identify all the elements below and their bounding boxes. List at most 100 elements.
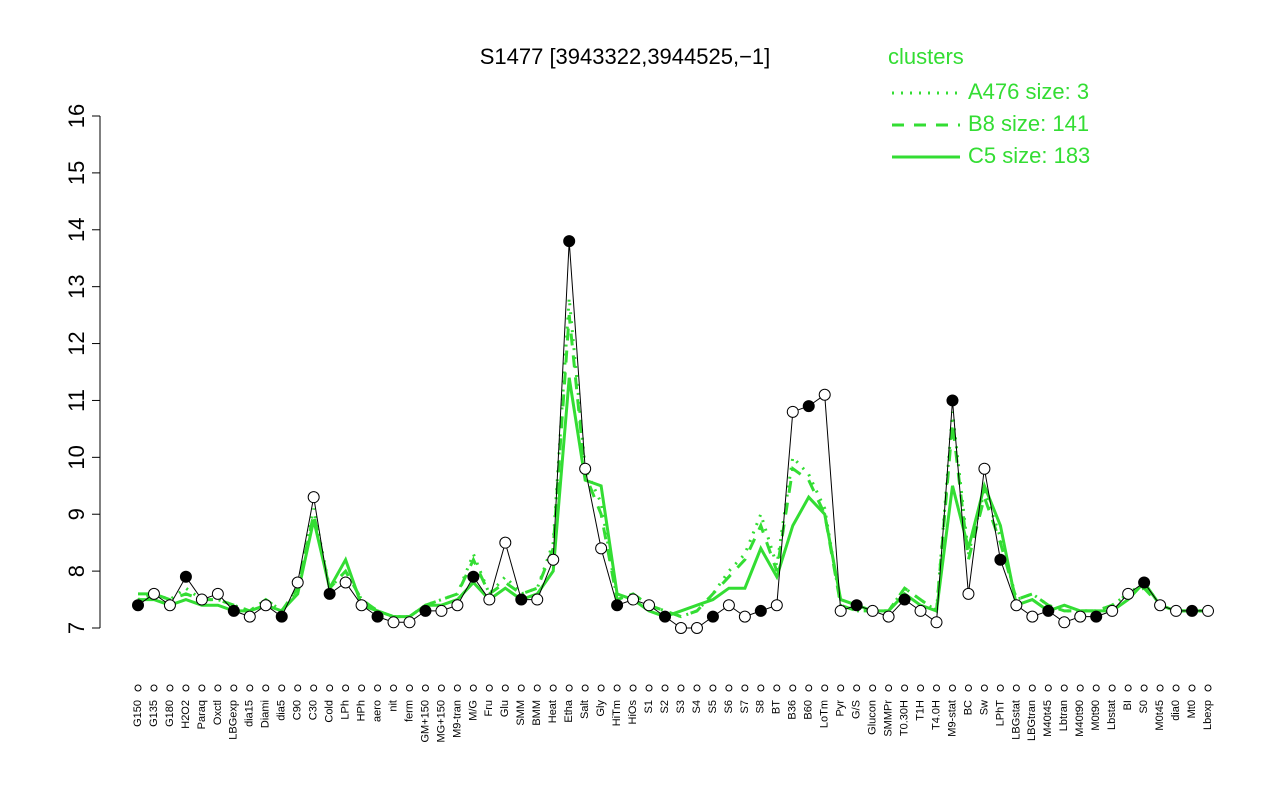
rug-mark: [485, 684, 493, 692]
data-point: [706, 610, 719, 623]
data-point: [722, 599, 735, 612]
rug-mark: [1124, 684, 1132, 692]
rug-mark: [757, 684, 765, 692]
data-point: [211, 587, 224, 600]
x-tick-label: LPhT: [994, 700, 1006, 727]
rug-mark: [933, 684, 941, 692]
x-tick-label: Pyr: [835, 700, 847, 717]
rug-mark: [198, 684, 206, 692]
x-tick-label: M0t90: [1090, 700, 1102, 731]
x-tick-label: C90: [292, 700, 304, 720]
x-tick-label: Glu: [499, 700, 511, 717]
x-tick-label: M/G: [467, 700, 479, 721]
rug-mark: [469, 684, 477, 692]
data-point: [1042, 604, 1055, 617]
rug-mark: [501, 684, 509, 692]
data-point: [898, 593, 911, 606]
rug-mark: [964, 684, 972, 692]
x-tick-label: Paraq: [196, 700, 208, 729]
rug-mark: [1140, 684, 1148, 692]
x-tick-label: Heat: [547, 700, 559, 723]
x-tick-label: Glucon: [867, 700, 879, 735]
rug-mark: [342, 684, 350, 692]
x-tick-label: S3: [675, 700, 687, 713]
data-point: [882, 610, 895, 623]
x-tick-label: Lbtran: [1058, 700, 1070, 731]
x-tick-label: LPh: [340, 700, 352, 720]
data-point: [1010, 599, 1023, 612]
rug-mark: [1204, 684, 1212, 692]
x-tick-label: LBGstat: [1010, 700, 1022, 740]
x-tick-label: M9-tran: [451, 700, 463, 738]
data-point: [674, 622, 687, 634]
rug-mark: [597, 684, 605, 692]
x-tick-label: LoTm: [819, 700, 831, 728]
legend-label: C5 size: 183: [968, 143, 1090, 168]
x-tick-label: T0.30H: [898, 700, 910, 736]
data-point: [611, 599, 624, 612]
x-tick-label: S0: [1138, 700, 1150, 713]
chart-title: S1477 [3943322,3944525,−1]: [480, 44, 771, 69]
rug-mark: [1012, 684, 1020, 692]
rug-mark: [948, 684, 956, 692]
rug-mark: [901, 684, 909, 692]
rug-mark: [262, 684, 270, 692]
x-tick-label: Salt: [579, 700, 591, 719]
x-tick-label: MG+150: [435, 700, 447, 743]
y-tick-label: 12: [64, 331, 89, 355]
cluster-line: [137, 297, 1208, 619]
rug-mark: [613, 684, 621, 692]
rug-mark: [310, 684, 318, 692]
rug-mark: [374, 684, 382, 692]
data-point: [627, 593, 640, 606]
rug-mark: [741, 684, 749, 692]
x-tick-label: dia5: [276, 700, 288, 721]
y-tick-label: 16: [64, 104, 89, 128]
x-tick-label: BMM: [531, 700, 543, 726]
data-point: [1026, 610, 1039, 623]
x-tick-label: M40t45: [1042, 700, 1054, 737]
y-tick-label: 15: [64, 161, 89, 185]
x-tick-label: C30: [308, 700, 320, 720]
rug-mark: [581, 684, 589, 692]
data-point: [866, 604, 879, 617]
rug-mark: [1044, 684, 1052, 692]
rug-mark: [214, 684, 222, 692]
x-tick-label: BT: [771, 700, 783, 714]
x-tick-label: Fru: [483, 700, 495, 717]
data-point: [659, 610, 672, 623]
rug-mark: [1172, 684, 1180, 692]
x-tick-label: dia0: [1170, 700, 1182, 721]
data-point: [371, 610, 384, 623]
data-point: [1138, 576, 1151, 589]
x-tick-label: S2: [659, 700, 671, 713]
rug-mark: [677, 684, 685, 692]
x-tick-label: LBGtran: [1026, 700, 1038, 741]
rug-mark: [166, 684, 174, 692]
data-point: [387, 616, 400, 629]
data-point: [579, 462, 592, 475]
rug-mark: [1060, 684, 1068, 692]
data-point: [1186, 604, 1199, 617]
data-point: [291, 576, 304, 589]
x-tick-label: SMMPr: [883, 700, 895, 737]
data-point: [962, 587, 975, 600]
rug-mark: [837, 684, 845, 692]
rug-mark: [869, 684, 877, 692]
rug-mark: [533, 684, 541, 692]
x-tick-label: S1: [643, 700, 655, 713]
data-point: [770, 599, 783, 612]
data-point: [1122, 587, 1135, 600]
data-point: [930, 616, 943, 629]
legend-label: B8 size: 141: [968, 111, 1089, 136]
y-tick-label: 8: [64, 565, 89, 577]
x-tick-label: B36: [787, 700, 799, 720]
data-point: [323, 587, 336, 600]
rug-mark: [917, 684, 925, 692]
x-tick-label: HiOs: [627, 700, 639, 725]
x-tick-label: H2O2: [180, 700, 192, 729]
rug-mark: [246, 684, 254, 692]
x-tick-label: Mt0: [1186, 700, 1198, 718]
x-tick-label: S6: [723, 700, 735, 713]
data-point: [1202, 604, 1214, 617]
